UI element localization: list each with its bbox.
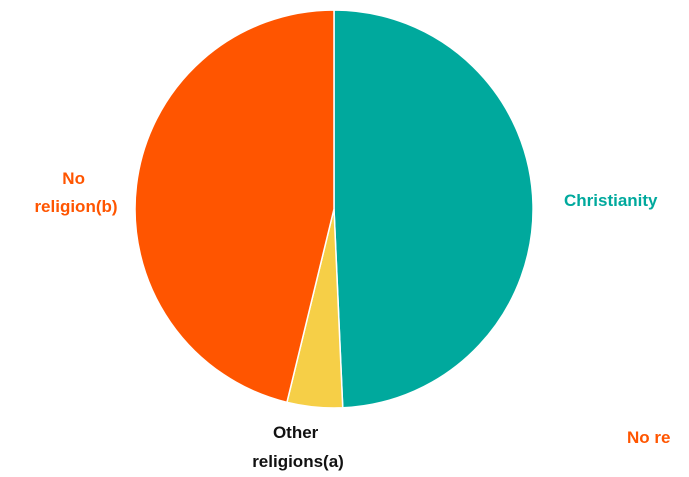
slice-label-christianity: Christianity	[564, 191, 658, 210]
pie-slices	[134, 9, 534, 409]
slice-label-no-religion-line2: religion(b)	[34, 197, 117, 216]
pie-slice-christianity	[333, 9, 534, 409]
slice-label-christianity-text: Christianity	[564, 191, 658, 210]
slice-label-no-religion: No religion(b)	[34, 169, 117, 216]
pie-slice-no-religion-b	[134, 9, 335, 404]
slice-label-no-religion-line1: No	[62, 169, 85, 188]
slice-label-other-religions-line1: Other	[273, 423, 319, 442]
cut-off-label: No re	[627, 428, 670, 447]
slice-label-other-religions-line2: religions(a)	[252, 452, 344, 471]
slice-label-other-religions: Other religions(a)	[252, 423, 344, 471]
